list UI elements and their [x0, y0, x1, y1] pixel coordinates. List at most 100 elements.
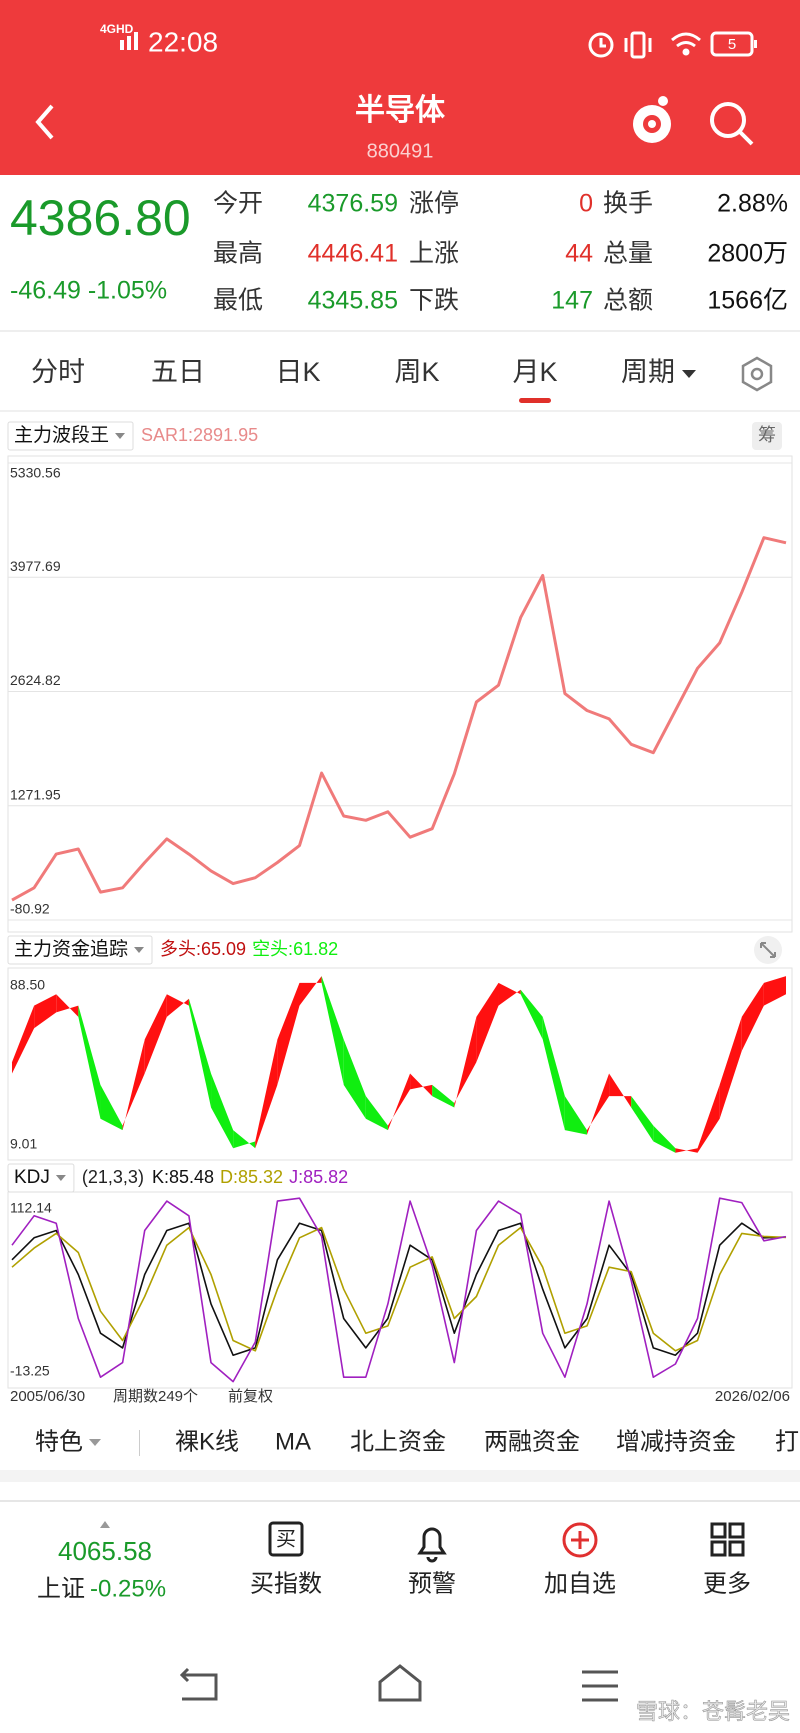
y-tick-label: 9.01 — [10, 1136, 37, 1152]
period-tab[interactable]: 日K — [275, 357, 320, 387]
y-tick-label: 88.50 — [10, 977, 45, 993]
expand-arrow — [100, 1521, 110, 1528]
stat-label: 今开 — [213, 190, 263, 218]
fund-band — [166, 994, 189, 1017]
chip-badge[interactable]: 筹 — [758, 425, 776, 445]
indicator-selector[interactable]: 主力波段王 — [14, 424, 109, 446]
legend-item: 多头:65.09 — [160, 939, 246, 959]
fund-band — [188, 998, 212, 1108]
fund-band — [564, 1096, 587, 1135]
indicator-box — [7, 935, 153, 965]
period-tab[interactable]: 周K — [394, 357, 439, 387]
stat-value: 4376.59 — [308, 190, 398, 218]
svg-text:买: 买 — [276, 1528, 296, 1550]
stat-value: 4446.41 — [308, 240, 398, 268]
stat-label: 总额 — [603, 287, 653, 315]
feature-menu-item[interactable]: MA — [275, 1428, 311, 1455]
mascot-button[interactable] — [633, 96, 671, 143]
index-name: 上证 — [37, 1575, 85, 1602]
feature-menu-item[interactable]: 北上资金 — [350, 1428, 446, 1455]
stat-label: 换手 — [603, 190, 653, 218]
fund-band — [454, 1016, 477, 1108]
settings-icon — [750, 367, 764, 381]
feature-menu-item[interactable]: 打 — [775, 1428, 799, 1455]
nav-back[interactable] — [179, 1667, 218, 1701]
stat-label: 上涨 — [409, 240, 459, 268]
fund-band — [12, 1005, 35, 1074]
fund-band — [410, 1073, 433, 1097]
indicator-selector[interactable]: 主力资金追踪 — [14, 938, 128, 960]
fund-band — [365, 1096, 388, 1131]
fund-band — [387, 1073, 411, 1131]
y-tick-label: -80.92 — [10, 901, 50, 917]
adjust-mode: 前复权 — [228, 1387, 273, 1405]
stat-value: 44 — [565, 240, 593, 268]
dropdown-arrow — [55, 1175, 66, 1181]
expand-button[interactable] — [754, 936, 782, 964]
stat-label: 总量 — [603, 240, 653, 268]
price-change: -46.49 -1.05% — [10, 277, 167, 305]
feature-menu-item[interactable]: 裸K线 — [175, 1428, 239, 1455]
fund-band — [763, 976, 786, 1006]
stat-label: 下跌 — [409, 287, 459, 315]
fund-band — [100, 1084, 123, 1131]
fund-band — [255, 1039, 278, 1149]
series-line — [11, 1226, 787, 1352]
settings-button[interactable] — [741, 356, 773, 392]
x-tick-label: 2005/06/30 — [10, 1388, 85, 1405]
stat-value: 1566亿 — [707, 287, 788, 315]
series-line — [11, 1222, 787, 1356]
app-header — [0, 0, 800, 175]
feature-menu-item[interactable]: 增减持资金 — [616, 1428, 736, 1455]
toolbar-action[interactable]: 买指数 — [250, 1570, 322, 1597]
security-code: 880491 — [367, 140, 434, 162]
stat-label: 涨停 — [409, 190, 459, 218]
indicator-selector[interactable]: KDJ — [14, 1167, 50, 1188]
index-change: -0.25% — [90, 1575, 166, 1602]
nav-home[interactable] — [378, 1664, 422, 1702]
fund-band — [542, 1016, 565, 1131]
watermark: 雪球：苍髯老吴 — [636, 1699, 790, 1724]
toolbar-action[interactable]: 预警 — [408, 1570, 456, 1597]
period-tab[interactable]: 周期 — [621, 357, 675, 387]
fund-band — [697, 1084, 720, 1153]
toolbar-icons: 买 — [268, 1521, 745, 1563]
fund-band — [321, 976, 344, 1085]
fund-band — [56, 994, 79, 1017]
fund-band — [653, 1125, 676, 1153]
search-button[interactable] — [710, 102, 754, 146]
fund-band — [719, 1016, 742, 1119]
stat-label: 最高 — [213, 240, 263, 268]
fund-band — [741, 982, 764, 1051]
toolbar-action[interactable]: 更多 — [703, 1570, 751, 1597]
legend-item: K:85.48 — [152, 1167, 214, 1187]
nav-bar — [179, 1664, 618, 1702]
stat-value: 2800万 — [707, 240, 788, 268]
fund-band — [631, 1096, 654, 1142]
fund-band — [78, 1005, 101, 1119]
fund-band — [122, 1039, 145, 1131]
period-tab[interactable]: 分时 — [31, 357, 85, 387]
battery-level: 5 — [728, 36, 736, 53]
status-icons — [120, 31, 757, 59]
dropdown-arrow — [134, 947, 145, 953]
period-tab[interactable]: 月K — [512, 357, 557, 387]
x-tick-label: 2026/02/06 — [715, 1388, 790, 1405]
period-tab[interactable]: 五日 — [151, 357, 205, 387]
toolbar-action[interactable]: 加自选 — [544, 1570, 616, 1597]
fund-band — [609, 1073, 632, 1108]
fund-band — [233, 1130, 256, 1149]
legend-item: D:85.32 — [220, 1167, 283, 1187]
feature-menu-item[interactable]: 两融资金 — [484, 1428, 580, 1455]
divider — [0, 1470, 800, 1482]
back-button[interactable] — [35, 104, 54, 140]
stat-value: 0 — [579, 190, 593, 218]
feature-menu-item[interactable]: 特色 — [35, 1428, 83, 1455]
legend-item: 空头:61.82 — [252, 939, 338, 959]
y-tick-label: 5330.56 — [10, 465, 61, 481]
fund-band — [211, 1073, 234, 1149]
stat-value: 147 — [551, 287, 593, 315]
nav-menu[interactable] — [582, 1670, 618, 1702]
